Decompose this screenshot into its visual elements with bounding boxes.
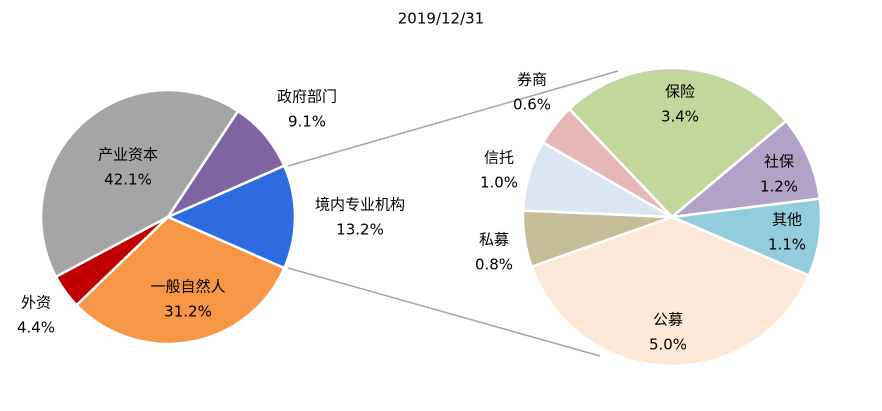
pie-slice — [529, 215, 811, 368]
pie-slice — [164, 164, 297, 270]
slice-label: 公募 — [653, 311, 683, 329]
value-label: 9.1% — [288, 113, 326, 131]
slice-label: 外资 — [21, 294, 51, 312]
value-label: 31.2% — [164, 303, 212, 321]
connector-line — [287, 70, 619, 167]
slice-label: 券商 — [517, 71, 547, 89]
pie-slice — [567, 66, 788, 219]
pie-slice — [521, 140, 673, 219]
pie-slice — [74, 215, 286, 346]
value-label: 5.0% — [649, 336, 687, 354]
slice-label: 一般自然人 — [150, 278, 225, 296]
value-label: 0.8% — [475, 256, 513, 274]
slice-label: 社保 — [764, 153, 794, 171]
value-label: 4.4% — [17, 319, 55, 337]
pie-slice — [667, 119, 822, 219]
slice-label: 产业资本 — [98, 146, 158, 164]
value-label: 3.4% — [661, 108, 699, 126]
value-label: 1.1% — [768, 236, 806, 254]
connector-line — [287, 267, 601, 357]
value-label: 1.2% — [760, 178, 798, 196]
value-label: 0.6% — [513, 96, 551, 114]
slice-label: 其他 — [772, 211, 802, 229]
slice-label: 境内专业机构 — [315, 196, 405, 214]
value-label: 13.2% — [336, 221, 384, 239]
slice-label: 政府部门 — [277, 88, 337, 106]
slice-label: 信托 — [484, 149, 514, 167]
chart-title: 2019/12/31 — [398, 10, 484, 28]
value-label: 42.1% — [104, 171, 152, 189]
slice-label: 私募 — [479, 231, 509, 249]
value-label: 1.0% — [480, 174, 518, 192]
pie-slice — [39, 88, 240, 279]
slice-label: 保险 — [665, 83, 695, 101]
pie-slice — [54, 215, 169, 307]
